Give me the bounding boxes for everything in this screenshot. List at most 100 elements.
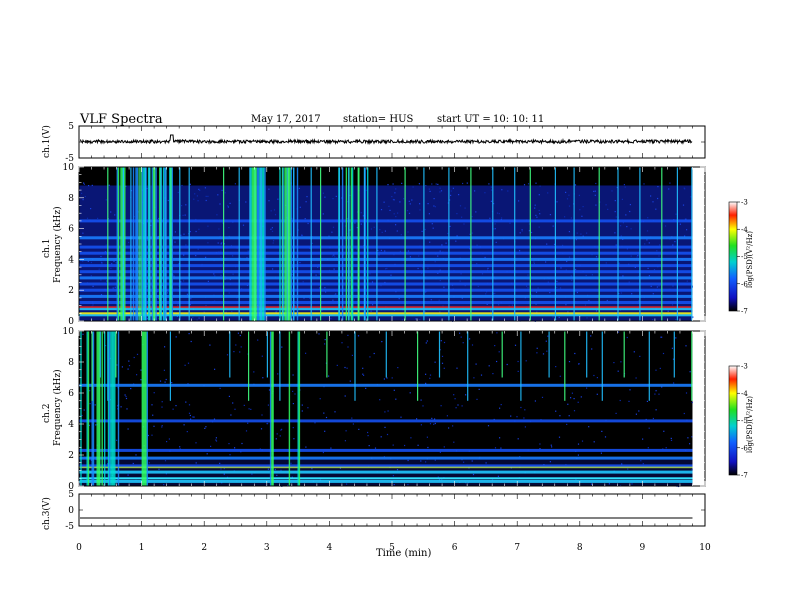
spectrogram-noise [205, 195, 207, 197]
spectrogram-burst [261, 167, 264, 321]
spectrogram-burst [136, 167, 138, 321]
x-tick-label: 2 [201, 543, 207, 553]
spectrogram-sferic [107, 167, 109, 321]
spectrogram-noise [692, 316, 694, 318]
spectrogram-burst [289, 167, 291, 321]
spectrogram-sferic [254, 167, 256, 321]
spectrogram-noise [243, 404, 245, 406]
spectrogram-noise [100, 294, 103, 296]
spectrogram-noise [439, 311, 441, 313]
spectrogram-noise [161, 401, 163, 403]
spectrogram-noise [622, 222, 624, 224]
x-tick-label: 10 [699, 543, 711, 553]
spectrogram-band [79, 456, 693, 460]
spectrogram-noise [429, 377, 431, 379]
spectrogram-noise [398, 298, 400, 300]
spectrogram-sferic [376, 167, 378, 321]
spectrogram-noise [535, 214, 537, 216]
colorbar-tick-label: -6 [741, 444, 748, 452]
spectrogram-noise [120, 406, 122, 408]
spectrogram-noise [84, 195, 86, 198]
spectrogram-noise [476, 244, 478, 246]
spectrogram-noise [369, 273, 371, 275]
spectrogram-noise [325, 416, 328, 419]
spectrogram-noise [471, 216, 473, 218]
spectrogram-noise [661, 336, 663, 338]
spectrogram-noise [424, 228, 426, 231]
spectrogram-noise [490, 200, 492, 202]
spectrogram-noise [549, 214, 551, 216]
spectrogram-noise [133, 356, 135, 359]
spectrogram-noise [126, 408, 128, 410]
spectrogram-noise [469, 248, 471, 250]
spectrogram-band [79, 257, 693, 261]
spectrogram-burst [87, 331, 90, 486]
spectrogram-noise [270, 228, 272, 230]
spectrogram-noise [386, 377, 388, 379]
spectrogram-noise [593, 190, 595, 192]
spectrogram-noise [217, 242, 219, 244]
spectrogram-burst [271, 331, 273, 486]
spectrogram-noise [596, 377, 598, 379]
spectrogram-noise [351, 354, 353, 356]
spectrogram-noise [207, 225, 209, 227]
spectrogram-noise [571, 392, 573, 394]
spectrogram-burst [114, 331, 116, 486]
spectrogram-noise [484, 256, 486, 259]
spectrogram-noise [346, 367, 348, 369]
spectrogram-noise [268, 200, 270, 202]
spectrogram-noise [646, 400, 648, 402]
spectrogram-noise [487, 425, 490, 427]
spectrogram-noise [489, 217, 491, 219]
spectrogram-noise [174, 241, 176, 243]
spectrogram-noise [622, 238, 624, 240]
spectrogram-noise [393, 484, 395, 486]
spectrogram-noise [647, 217, 649, 219]
spectrogram-band [79, 466, 693, 469]
spectrogram-noise [642, 463, 644, 465]
spectrogram-noise [425, 382, 427, 384]
spectrogram-burst [255, 167, 257, 321]
spectrogram-noise [330, 318, 332, 320]
spectrogram-noise [658, 285, 660, 287]
spectrogram-noise [542, 353, 545, 355]
spectrogram-noise [357, 335, 360, 337]
spectrogram-noise [158, 317, 160, 320]
spectrogram-sferic [661, 167, 663, 321]
spectrogram-noise [381, 231, 383, 233]
spectrogram-noise [568, 205, 571, 207]
spectrogram-burst [297, 331, 299, 486]
spectrogram-noise [686, 229, 688, 231]
y-tick-label: 8 [68, 194, 74, 204]
spectrogram-noise [218, 228, 220, 230]
spectrogram-noise [189, 183, 191, 185]
spectrogram-noise [432, 227, 434, 229]
spectrogram-sferic [448, 167, 450, 321]
spectrogram-noise [652, 201, 654, 203]
spectrogram-noise [438, 299, 440, 301]
spectrogram-noise [303, 297, 305, 299]
spectrogram-noise [469, 233, 471, 235]
spectrogram-noise [311, 242, 313, 244]
spectrogram-noise [615, 244, 617, 246]
y-tick-label: 4 [68, 255, 74, 265]
y-tick-label: 0 [68, 482, 74, 492]
spectrogram-burst [367, 167, 369, 321]
spectrogram-noise [629, 204, 631, 206]
spectrogram-noise [593, 441, 595, 443]
spectrogram-noise [159, 380, 162, 382]
spectrogram-noise [684, 235, 686, 237]
spectrogram-sferic [320, 167, 322, 321]
spectrogram-noise [495, 241, 497, 243]
spectrogram-noise [446, 415, 448, 417]
spectrogram-noise [560, 267, 562, 269]
spectrogram-noise [488, 365, 490, 367]
spectrogram-noise [227, 205, 229, 207]
spectrogram-noise [424, 310, 426, 313]
spectrogram-noise [417, 444, 419, 446]
spectrogram-noise [335, 293, 337, 295]
spectrogram-noise [455, 407, 457, 409]
spectrogram-noise [199, 189, 201, 191]
spectrogram-noise [146, 318, 148, 320]
spectrogram-noise [274, 214, 277, 216]
